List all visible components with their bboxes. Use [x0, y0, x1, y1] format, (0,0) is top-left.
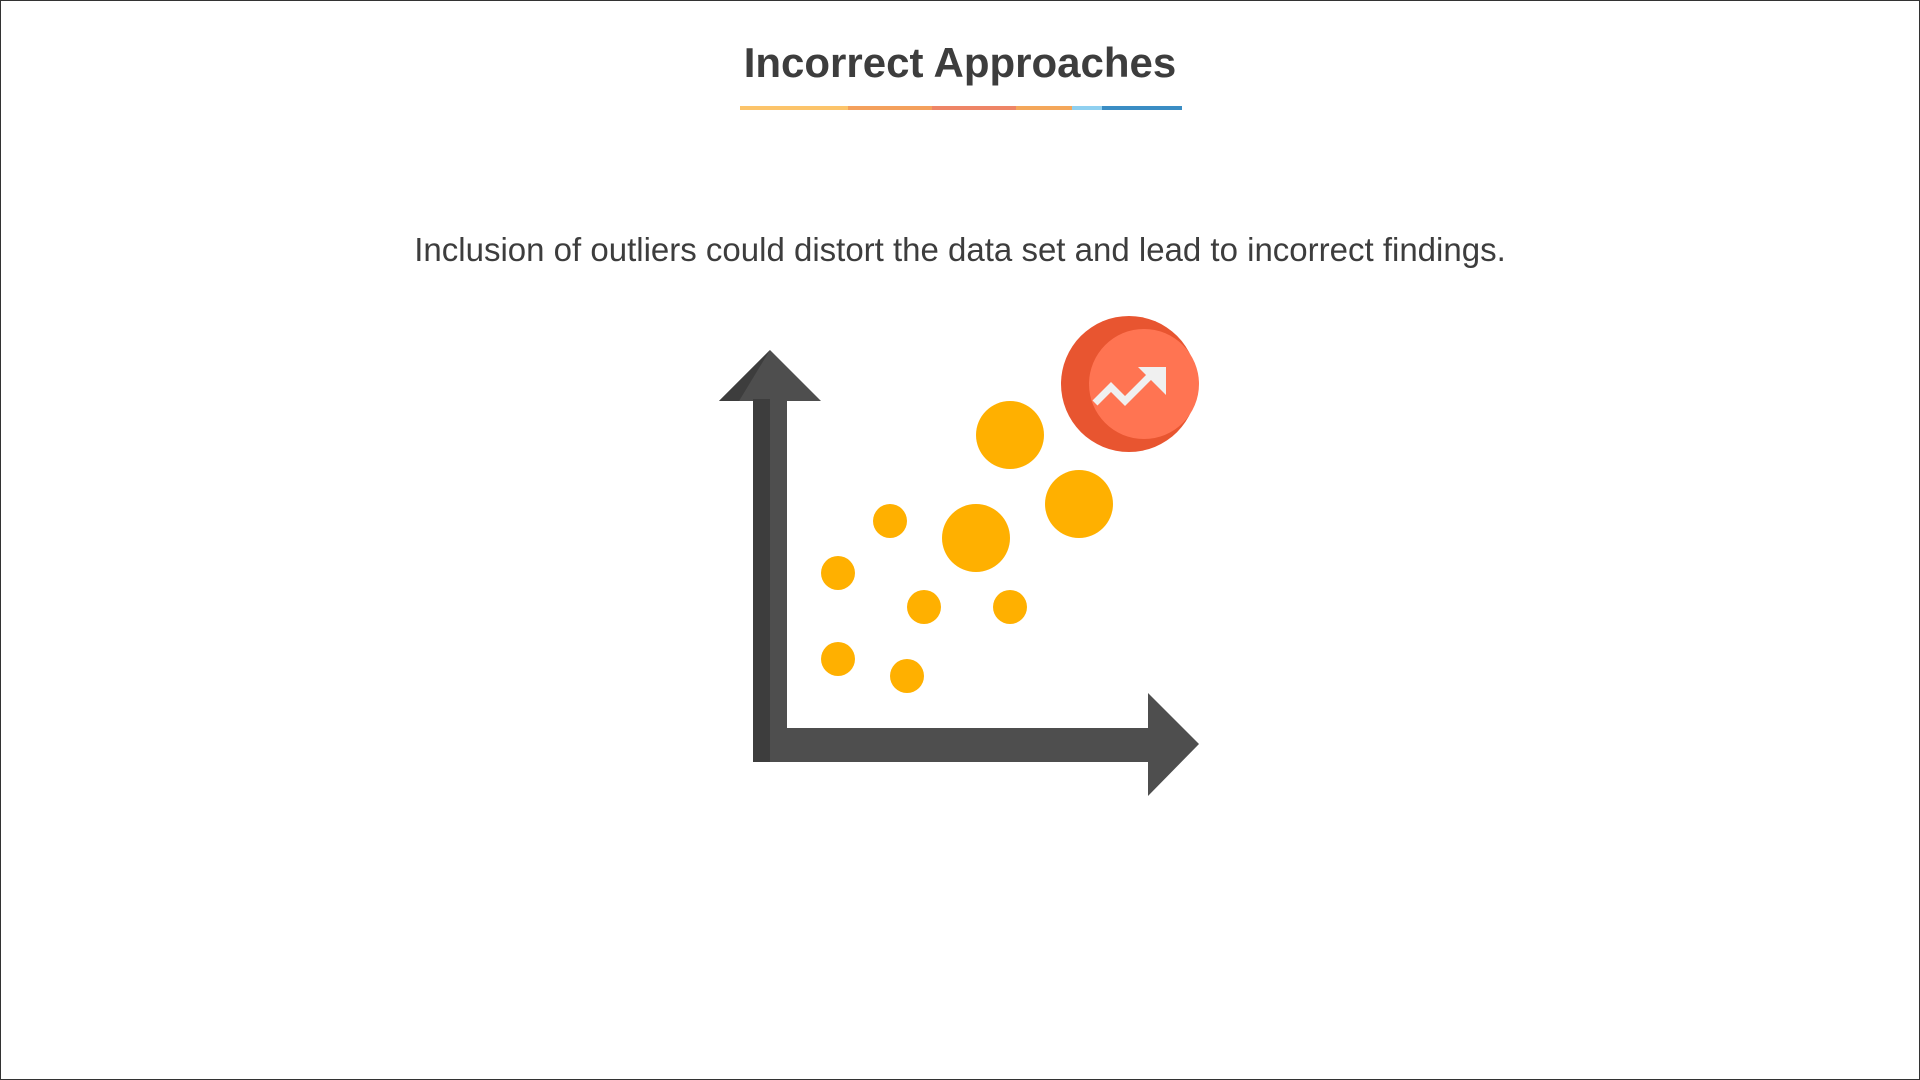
trend-up-arrow-icon	[1092, 367, 1166, 406]
scatter-point	[907, 590, 941, 624]
scatter-points	[821, 401, 1113, 693]
scatter-point	[821, 642, 855, 676]
y-axis-arrowhead-dark	[719, 350, 770, 401]
scatter-point	[890, 659, 924, 693]
slide-title: Incorrect Approaches	[743, 39, 1177, 86]
x-axis-arrowhead	[1148, 693, 1199, 796]
scatter-point	[942, 504, 1010, 572]
scatter-point	[976, 401, 1044, 469]
scatter-point	[821, 556, 855, 590]
underline-segment	[1072, 106, 1102, 110]
scatter-outlier-illustration	[719, 316, 1199, 796]
scatter-point	[873, 504, 907, 538]
slide-body-text: Inclusion of outliers could distort the …	[414, 231, 1506, 268]
underline-segment	[740, 106, 848, 110]
y-axis-shaft-dark	[753, 399, 770, 762]
title-underline	[740, 106, 1182, 110]
scatter-point	[1045, 470, 1113, 538]
underline-segment	[1102, 106, 1182, 110]
y-axis-shaft-light	[770, 399, 787, 728]
underline-segment	[932, 106, 1016, 110]
underline-segment	[848, 106, 932, 110]
axes-arrows-icon	[719, 350, 1199, 796]
underline-segment	[1016, 106, 1072, 110]
x-axis-shaft	[770, 728, 1151, 762]
outlier-badge	[1061, 316, 1199, 452]
scatter-point	[993, 590, 1027, 624]
